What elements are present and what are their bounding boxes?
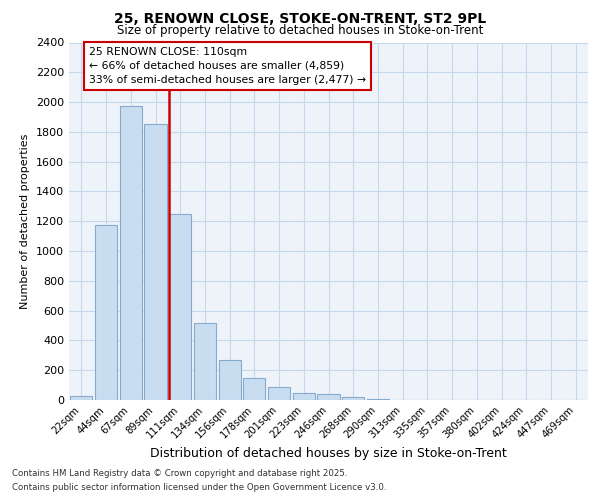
Y-axis label: Number of detached properties: Number of detached properties [20, 134, 31, 309]
X-axis label: Distribution of detached houses by size in Stoke-on-Trent: Distribution of detached houses by size … [150, 448, 507, 460]
Bar [119, 106, 142, 400]
Text: 25 RENOWN CLOSE: 110sqm
← 66% of detached houses are smaller (4,859)
33% of semi: 25 RENOWN CLOSE: 110sqm ← 66% of detache… [89, 47, 366, 85]
Bar [95, 225, 117, 400]
Bar [145, 124, 167, 400]
Bar [268, 388, 290, 400]
Bar [218, 360, 241, 400]
Bar [243, 378, 265, 400]
Bar [169, 214, 191, 400]
Bar [342, 397, 364, 400]
Bar [293, 394, 315, 400]
Bar [317, 394, 340, 400]
Text: 25, RENOWN CLOSE, STOKE-ON-TRENT, ST2 9PL: 25, RENOWN CLOSE, STOKE-ON-TRENT, ST2 9P… [114, 12, 486, 26]
Bar [70, 396, 92, 400]
Text: Contains public sector information licensed under the Open Government Licence v3: Contains public sector information licen… [12, 483, 386, 492]
Text: Contains HM Land Registry data © Crown copyright and database right 2025.: Contains HM Land Registry data © Crown c… [12, 469, 347, 478]
Text: Size of property relative to detached houses in Stoke-on-Trent: Size of property relative to detached ho… [117, 24, 483, 37]
Bar [194, 322, 216, 400]
